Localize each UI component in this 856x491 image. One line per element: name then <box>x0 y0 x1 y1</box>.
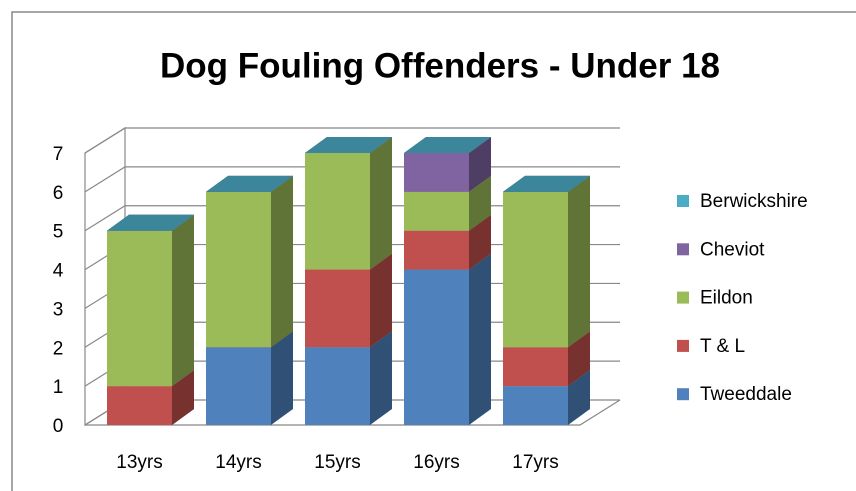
bar-side <box>568 370 590 425</box>
bar-side <box>370 331 392 425</box>
bar-side <box>370 253 392 348</box>
x-tick-label: 14yrs <box>215 452 261 473</box>
bar-side <box>271 175 293 348</box>
y-tick-label: 2 <box>53 338 64 359</box>
x-tick-label: 16yrs <box>413 452 459 473</box>
bar <box>404 269 469 425</box>
legend-swatch <box>677 195 689 207</box>
bar-top <box>404 137 491 153</box>
bar-top <box>107 214 194 231</box>
bar-top <box>503 175 590 192</box>
legend-swatch <box>677 291 689 304</box>
legend-swatch <box>677 339 689 352</box>
bar <box>503 386 568 425</box>
bar-top <box>206 175 293 192</box>
bar-side <box>469 175 491 231</box>
x-tick-label: 17yrs <box>512 452 558 473</box>
grid-line <box>84 127 620 154</box>
legend-label: Eildon <box>700 288 753 309</box>
bar-side <box>172 370 194 425</box>
bar <box>305 153 370 270</box>
bar-side <box>568 175 590 348</box>
bar <box>107 230 172 387</box>
bar-side <box>469 137 491 192</box>
bar <box>305 347 370 425</box>
chart-title: Dog Fouling Offenders - Under 18 <box>160 46 720 85</box>
y-tick-label: 3 <box>53 299 64 320</box>
legend-label: Berwickshire <box>700 191 808 212</box>
y-tick-label: 0 <box>53 416 64 437</box>
bar <box>503 347 568 387</box>
bar <box>305 269 370 348</box>
legend-label: Cheviot <box>700 239 765 260</box>
bar-top <box>305 137 392 153</box>
bar-side <box>370 137 392 270</box>
bar <box>404 230 469 270</box>
y-tick-label: 1 <box>53 377 64 398</box>
bar <box>107 386 172 425</box>
bar-side <box>271 331 293 425</box>
x-tick-label: 15yrs <box>314 452 360 473</box>
y-tick-label: 5 <box>53 222 64 243</box>
bar-side <box>172 214 194 387</box>
legend-swatch <box>677 243 689 256</box>
x-tick-label: 13yrs <box>116 452 162 473</box>
bar-side <box>469 253 491 425</box>
legend-label: Tweeddale <box>700 384 792 405</box>
bar-side <box>568 331 590 387</box>
bar-side <box>469 214 491 270</box>
legend-swatch <box>677 388 689 401</box>
bar <box>404 153 469 192</box>
legend-label: T & L <box>700 336 745 357</box>
y-tick-label: 4 <box>53 261 64 282</box>
y-tick-label: 6 <box>53 183 64 204</box>
y-tick-label: 7 <box>53 144 64 165</box>
bar <box>503 191 568 348</box>
bar <box>404 191 469 231</box>
bar <box>206 191 271 348</box>
bar <box>206 347 271 425</box>
